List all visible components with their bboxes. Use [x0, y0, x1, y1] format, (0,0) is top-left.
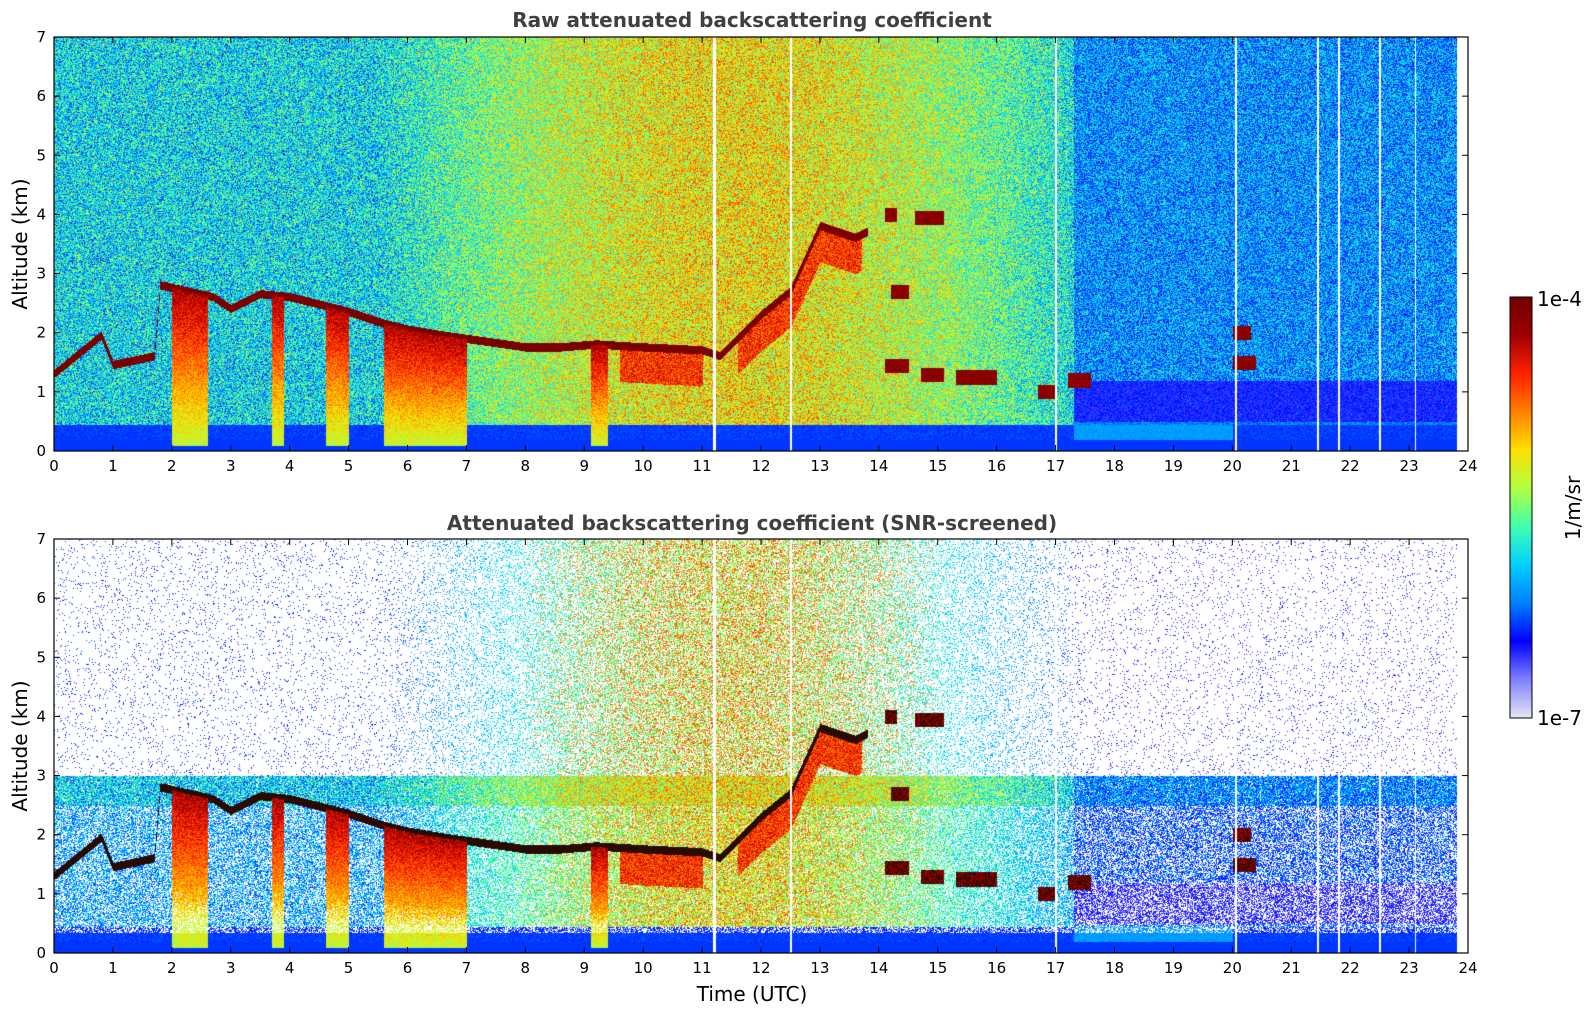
top-panel-title: Raw attenuated backscattering coefficien… — [512, 8, 992, 32]
x-tick-label: 15 — [928, 457, 947, 475]
colorbar-gradient — [1509, 296, 1533, 719]
x-tick-label: 13 — [810, 959, 829, 977]
x-tick-label: 18 — [1105, 959, 1124, 977]
top-heatmap — [54, 37, 1468, 451]
y-tick-label: 1 — [36, 885, 46, 903]
x-tick-label: 5 — [344, 457, 354, 475]
x-tick-label: 23 — [1400, 457, 1419, 475]
x-tick-label: 14 — [869, 959, 888, 977]
top-panel: Raw attenuated backscattering coefficien… — [8, 8, 1478, 475]
y-tick-label: 4 — [36, 205, 46, 223]
bottom-panel: Attenuated backscattering coefficient (S… — [8, 511, 1478, 1006]
top-x-ticks: 0 1 2 3 4 5 6 7 8 9 10 11 12 13 14 15 16 17 18 19 20 21 22 23 24 — [49, 37, 1478, 475]
x-tick-label: 0 — [49, 457, 59, 475]
x-tick-label: 8 — [521, 959, 531, 977]
x-tick-label: 21 — [1282, 457, 1301, 475]
x-tick-label: 11 — [693, 457, 712, 475]
x-tick-label: 20 — [1223, 959, 1242, 977]
x-tick-label: 9 — [579, 457, 589, 475]
x-tick-label: 6 — [403, 959, 413, 977]
x-tick-label: 22 — [1341, 457, 1360, 475]
y-tick-label: 7 — [36, 28, 46, 46]
x-tick-label: 7 — [462, 959, 472, 977]
colorbar-max-label: 1e-4 — [1537, 287, 1582, 311]
x-tick-label: 9 — [579, 959, 589, 977]
x-tick-label: 5 — [344, 959, 354, 977]
x-tick-label: 6 — [403, 457, 413, 475]
x-tick-label: 4 — [285, 457, 295, 475]
x-tick-label: 16 — [987, 959, 1006, 977]
x-tick-label: 19 — [1164, 959, 1183, 977]
x-tick-label: 11 — [693, 959, 712, 977]
x-tick-label: 7 — [462, 457, 472, 475]
x-tick-label: 0 — [49, 959, 59, 977]
x-tick-label: 2 — [167, 457, 177, 475]
colorbar-min-label: 1e-7 — [1537, 706, 1582, 730]
x-tick-label: 12 — [751, 959, 770, 977]
y-tick-label: 3 — [36, 767, 46, 785]
y-tick-label: 0 — [36, 442, 46, 460]
top-y-axis-label: Altitude (km) — [8, 178, 32, 309]
x-tick-label: 1 — [108, 959, 118, 977]
x-tick-label: 22 — [1341, 959, 1360, 977]
top-y-ticks: 0 1 2 3 4 5 6 7 — [36, 28, 1468, 460]
x-tick-label: 3 — [226, 457, 236, 475]
x-tick-label: 12 — [751, 457, 770, 475]
x-tick-label: 10 — [634, 457, 653, 475]
y-tick-label: 7 — [36, 530, 46, 548]
y-tick-label: 6 — [36, 589, 46, 607]
y-tick-label: 4 — [36, 707, 46, 725]
x-tick-label: 14 — [869, 457, 888, 475]
y-tick-label: 2 — [36, 826, 46, 844]
x-tick-label: 15 — [928, 959, 947, 977]
x-tick-label: 13 — [810, 457, 829, 475]
x-tick-label: 18 — [1105, 457, 1124, 475]
x-tick-label: 10 — [634, 959, 653, 977]
x-axis-label: Time (UTC) — [696, 982, 808, 1006]
x-tick-label: 19 — [1164, 457, 1183, 475]
y-tick-label: 5 — [36, 648, 46, 666]
x-tick-label: 2 — [167, 959, 177, 977]
x-tick-label: 24 — [1458, 959, 1477, 977]
x-tick-label: 21 — [1282, 959, 1301, 977]
x-tick-label: 20 — [1223, 457, 1242, 475]
bottom-heatmap — [54, 539, 1468, 953]
y-tick-label: 2 — [36, 324, 46, 342]
x-tick-label: 3 — [226, 959, 236, 977]
x-tick-label: 1 — [108, 457, 118, 475]
x-tick-label: 24 — [1458, 457, 1477, 475]
x-tick-label: 23 — [1400, 959, 1419, 977]
y-tick-label: 3 — [36, 265, 46, 283]
y-tick-label: 0 — [36, 944, 46, 962]
x-tick-label: 8 — [521, 457, 531, 475]
bottom-panel-title: Attenuated backscattering coefficient (S… — [447, 511, 1057, 535]
x-tick-label: 16 — [987, 457, 1006, 475]
colorbar-unit-label: 1/m/sr — [1561, 475, 1585, 540]
y-tick-label: 1 — [36, 383, 46, 401]
bottom-y-ticks: 0 1 2 3 4 5 6 7 — [36, 530, 1468, 962]
y-tick-label: 6 — [36, 87, 46, 105]
bottom-x-ticks: 0 1 2 3 4 5 6 7 8 9 10 11 12 13 14 15 16 17 18 19 20 21 22 23 24 — [49, 539, 1478, 977]
colorbar: 1e-4 1e-7 1/m/sr — [1509, 287, 1585, 730]
x-tick-label: 17 — [1046, 959, 1065, 977]
bottom-y-axis-label: Altitude (km) — [8, 680, 32, 811]
x-tick-label: 4 — [285, 959, 295, 977]
x-tick-label: 17 — [1046, 457, 1065, 475]
y-tick-label: 5 — [36, 146, 46, 164]
